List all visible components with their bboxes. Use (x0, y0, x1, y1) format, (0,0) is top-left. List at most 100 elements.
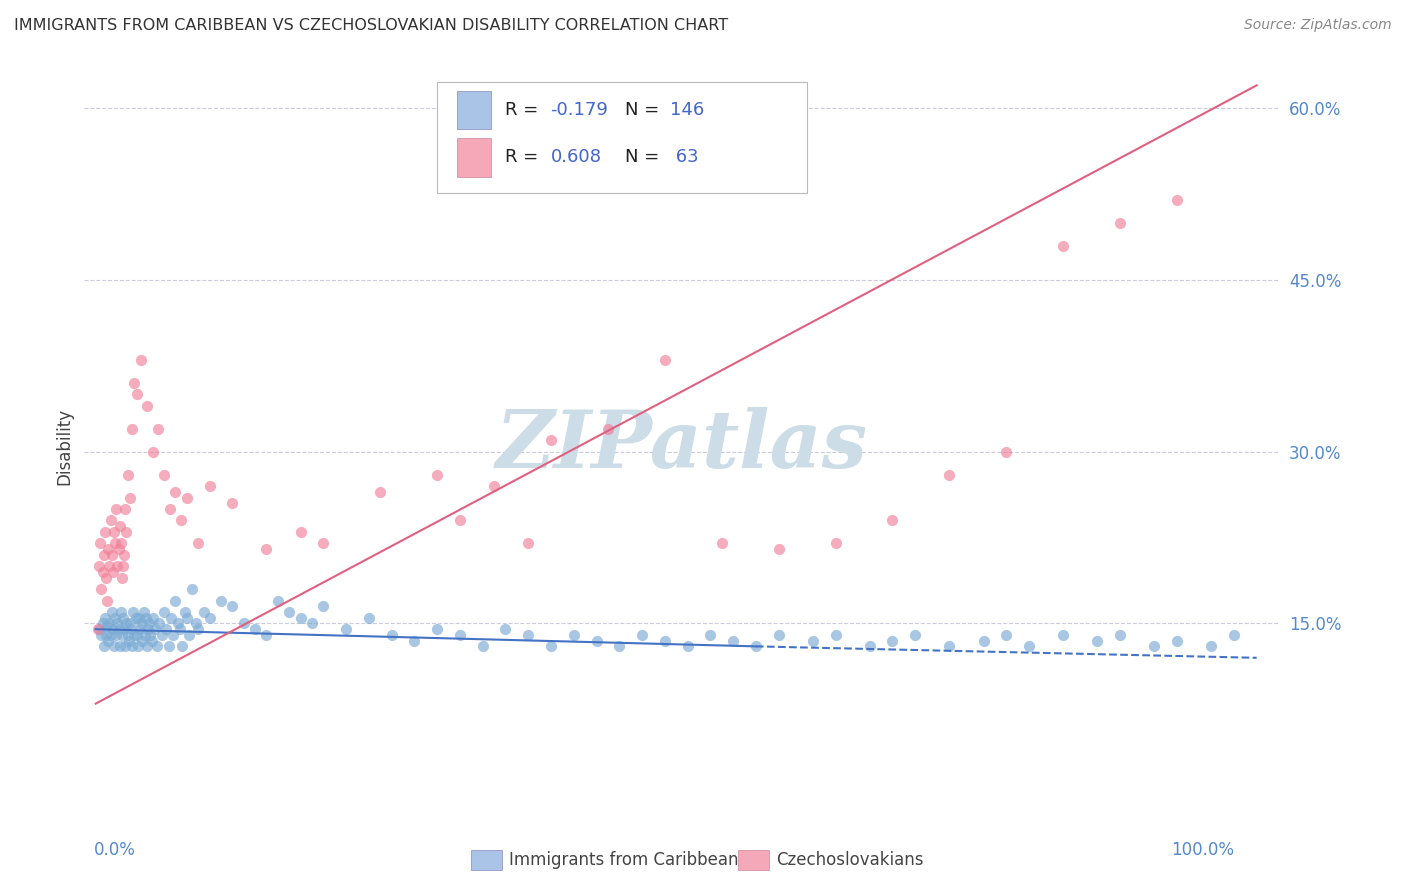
Point (101, 565, 124, 579)
Point (146, 640, 169, 654)
Point (176, 491, 198, 505)
Point (112, 622, 135, 636)
Point (995, 628, 1018, 642)
Point (471, 640, 494, 654)
Text: 63: 63 (671, 148, 699, 167)
Point (111, 571, 134, 585)
Point (89, 536, 111, 550)
Point (101, 622, 124, 636)
Point (312, 599, 335, 614)
Point (124, 611, 146, 625)
Point (181, 582, 204, 596)
Point (124, 376, 146, 390)
Point (94, 628, 117, 642)
Point (162, 628, 184, 642)
Point (148, 616, 170, 631)
Point (89, 559, 111, 574)
Point (882, 513, 904, 527)
Point (938, 640, 960, 654)
Point (129, 353, 152, 368)
Point (129, 622, 152, 636)
Point (904, 628, 927, 642)
Point (381, 628, 404, 642)
Point (1166, 193, 1188, 207)
Point (859, 640, 882, 654)
Point (404, 633, 426, 648)
Point (1223, 628, 1246, 642)
Point (368, 484, 391, 499)
Point (676, 640, 699, 654)
Text: IMMIGRANTS FROM CARIBBEAN VS CZECHOSLOVAKIAN DISABILITY CORRELATION CHART: IMMIGRANTS FROM CARIBBEAN VS CZECHOSLOVA… (14, 18, 728, 33)
Point (654, 353, 676, 368)
Point (1052, 628, 1074, 642)
Point (312, 536, 335, 550)
Point (143, 622, 166, 636)
Point (1109, 216, 1132, 230)
Point (128, 611, 150, 625)
Text: -0.179: -0.179 (551, 101, 609, 119)
Point (93, 548, 115, 562)
Point (654, 633, 676, 648)
Point (118, 633, 141, 648)
Point (117, 467, 139, 482)
Point (138, 616, 160, 631)
Point (125, 387, 148, 401)
Point (100, 548, 122, 562)
Text: N =: N = (624, 148, 665, 167)
Text: Czechoslovakians: Czechoslovakians (776, 851, 924, 869)
Point (824, 628, 846, 642)
Point (142, 444, 165, 458)
Point (995, 444, 1018, 458)
Point (100, 628, 122, 642)
Point (1109, 628, 1132, 642)
Point (768, 542, 790, 557)
Point (768, 628, 790, 642)
Point (112, 611, 135, 625)
Point (134, 628, 156, 642)
Point (540, 640, 562, 654)
Point (193, 605, 215, 619)
Point (166, 616, 188, 631)
Point (157, 640, 180, 654)
Text: 0.0%: 0.0% (93, 841, 135, 859)
Point (155, 622, 177, 636)
Point (169, 622, 191, 636)
Point (136, 640, 159, 654)
Point (96, 619, 118, 633)
Point (105, 616, 128, 631)
Text: Immigrants from Caribbean: Immigrants from Caribbean (509, 851, 738, 869)
Text: 146: 146 (671, 101, 704, 119)
Point (94, 611, 117, 625)
Point (105, 502, 128, 516)
Point (103, 524, 125, 539)
Point (172, 640, 194, 654)
Point (107, 622, 129, 636)
Point (122, 605, 145, 619)
Point (100, 605, 122, 619)
Point (132, 605, 155, 619)
Point (187, 536, 209, 550)
Point (120, 622, 142, 636)
Point (108, 640, 131, 654)
Point (710, 536, 733, 550)
Point (121, 640, 143, 654)
Point (562, 628, 585, 642)
Point (170, 513, 193, 527)
Point (105, 559, 128, 574)
Point (267, 593, 290, 607)
Point (127, 640, 149, 654)
Text: Source: ZipAtlas.com: Source: ZipAtlas.com (1244, 18, 1392, 32)
Point (882, 633, 904, 648)
Point (177, 628, 200, 642)
Point (198, 479, 221, 493)
Point (112, 548, 135, 562)
Point (135, 611, 157, 625)
Text: N =: N = (624, 101, 665, 119)
Point (176, 611, 198, 625)
Point (482, 479, 505, 493)
Point (91, 616, 114, 631)
Point (256, 542, 278, 557)
Point (141, 633, 163, 648)
Point (114, 502, 136, 516)
Point (93, 640, 115, 654)
